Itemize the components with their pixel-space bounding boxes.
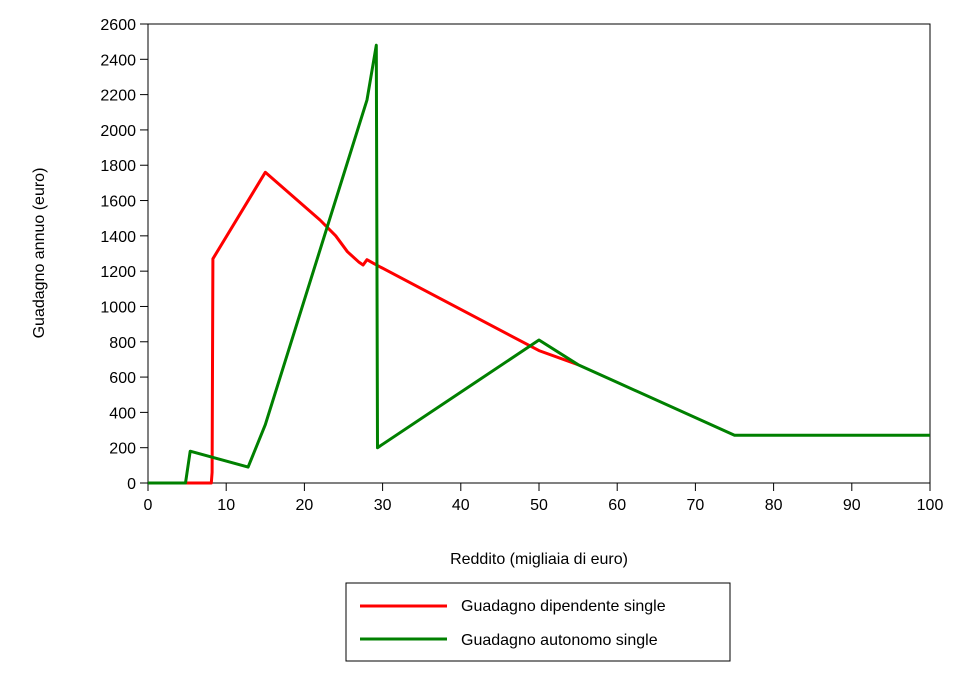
y-tick-label: 1200 [100, 264, 136, 281]
y-tick-label: 2400 [100, 52, 136, 69]
legend-box [345, 582, 731, 662]
series-layer [148, 43, 930, 485]
y-tick-label: 1800 [100, 158, 136, 175]
y-tick-label: 2200 [100, 88, 136, 105]
x-tick-label: 80 [765, 497, 783, 514]
x-axis: 0 10 20 30 40 50 60 70 80 90 100 [144, 483, 944, 514]
y-tick-label: 800 [109, 335, 136, 352]
y-tick-label: 200 [109, 441, 136, 458]
y-tick-label: 1600 [100, 194, 136, 211]
legend-label-dipendente: Guadagno dipendente single [461, 598, 666, 615]
y-tick-label: 600 [109, 370, 136, 387]
x-tick-label: 60 [608, 497, 626, 514]
legend: Guadagno dipendente single Guadagno auto… [345, 582, 731, 662]
x-tick-label: 40 [452, 497, 470, 514]
x-tick-label: 100 [917, 497, 944, 514]
series-line-dipendente [148, 170, 579, 485]
y-tick-label: 1000 [100, 299, 136, 316]
y-tick-label: 0 [127, 476, 136, 493]
plot-area [147, 23, 931, 484]
y-tick-label: 2600 [100, 17, 136, 34]
y-axis: 0 200 400 600 800 1000 1200 1400 1600 1800 2000 220… [100, 17, 148, 493]
x-tick-label: 50 [530, 497, 548, 514]
series-line-autonomo [148, 43, 930, 485]
x-tick-label: 20 [296, 497, 314, 514]
y-tick-label: 2000 [100, 123, 136, 140]
x-tick-label: 30 [374, 497, 392, 514]
y-tick-label: 400 [109, 405, 136, 422]
x-tick-label: 70 [687, 497, 705, 514]
x-axis-title: Reddito (migliaia di euro) [450, 551, 628, 568]
legend-label-autonomo: Guadagno autonomo single [461, 632, 658, 649]
x-tick-label: 90 [843, 497, 861, 514]
y-tick-label: 1400 [100, 229, 136, 246]
x-tick-label: 0 [144, 497, 153, 514]
x-tick-label: 10 [217, 497, 235, 514]
y-axis-title: Guadagno annuo (euro) [31, 168, 48, 339]
